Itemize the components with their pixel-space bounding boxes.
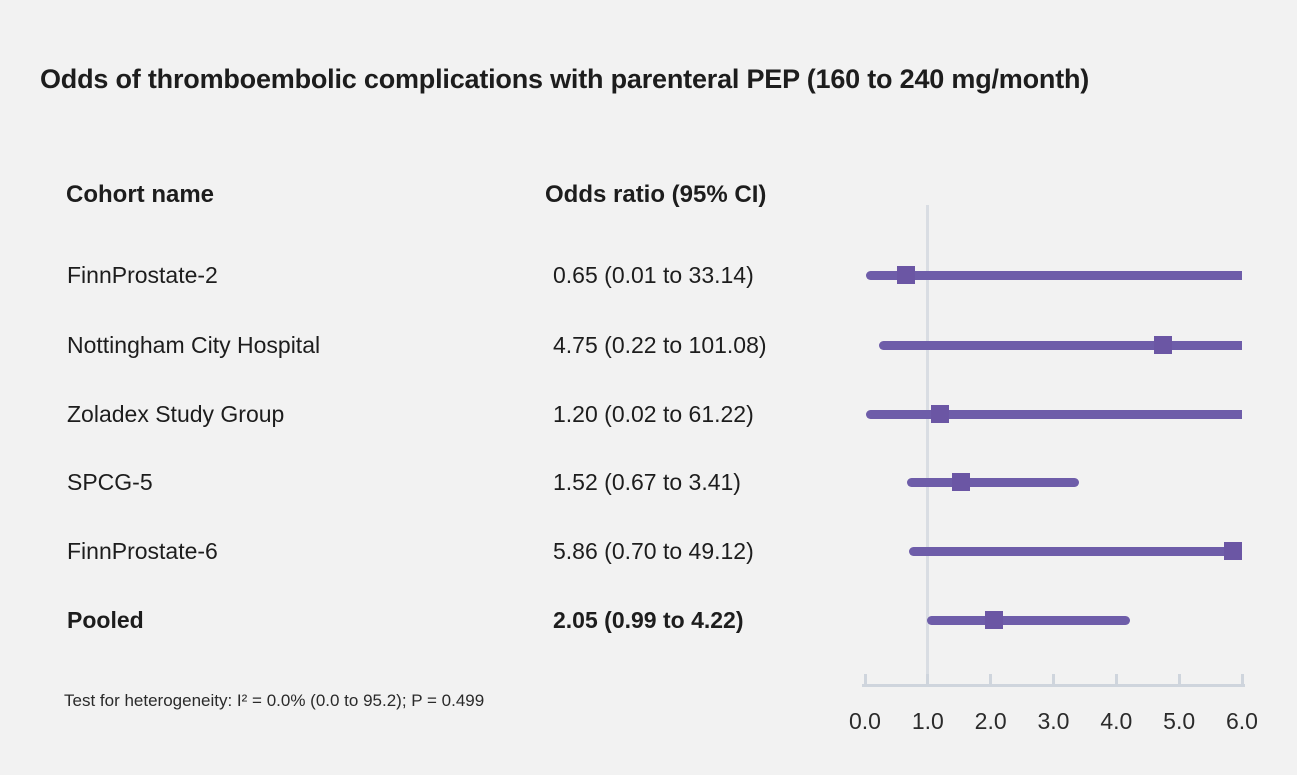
x-axis-tick-label: 1.0 <box>911 708 944 734</box>
odds-ratio-marker <box>1154 336 1173 354</box>
column-header-cohort: Cohort name <box>66 181 215 208</box>
confidence-interval-line <box>927 615 1131 625</box>
x-axis-tick-label: 4.0 <box>1100 708 1133 734</box>
x-axis-tick <box>1114 674 1118 685</box>
odds-ratio-marker <box>896 266 915 284</box>
x-axis-tick <box>926 674 930 685</box>
odds-ratio-value: 0.65 (0.01 to 33.14) <box>553 262 754 288</box>
column-header-odds-ratio: Odds ratio (95% CI) <box>545 181 767 208</box>
heterogeneity-footnote: Test for heterogeneity: I² = 0.0% (0.0 t… <box>64 691 485 710</box>
x-axis-tick-label: 2.0 <box>974 708 1007 734</box>
odds-ratio-value-pooled: 2.05 (0.99 to 4.22) <box>553 607 744 633</box>
cohort-name: Zoladex Study Group <box>67 401 285 427</box>
confidence-interval-line <box>907 477 1080 487</box>
x-axis-tick-label: 0.0 <box>849 708 881 734</box>
x-axis-tick <box>1177 674 1181 685</box>
x-axis-tick-label: 3.0 <box>1037 708 1070 734</box>
reference-line <box>926 205 930 687</box>
odds-ratio-marker <box>931 405 950 423</box>
chart-title: Odds of thromboembolic complications wit… <box>40 64 1090 94</box>
odds-ratio-marker <box>951 473 970 491</box>
x-axis-tick-label: 5.0 <box>1163 708 1196 734</box>
odds-ratio-value: 1.52 (0.67 to 3.41) <box>553 469 741 495</box>
cohort-name: Nottingham City Hospital <box>67 332 321 358</box>
x-axis-tick <box>989 674 993 685</box>
x-axis-tick <box>863 674 867 685</box>
x-axis-tick-label: 6.0 <box>1226 708 1258 734</box>
cohort-name: FinnProstate-2 <box>67 262 218 288</box>
cohort-name: SPCG-5 <box>67 469 153 495</box>
confidence-interval-line <box>866 409 1242 419</box>
odds-ratio-marker <box>1224 542 1243 560</box>
x-axis-line <box>862 684 1245 687</box>
pooled-odds-ratio-marker <box>984 611 1003 629</box>
confidence-interval-line <box>908 546 1242 556</box>
confidence-interval-line <box>865 270 1242 280</box>
confidence-interval-line <box>878 340 1242 350</box>
cohort-name: FinnProstate-6 <box>67 538 218 564</box>
cohort-name-pooled: Pooled <box>67 607 144 633</box>
x-axis-tick <box>1240 674 1244 685</box>
x-axis-tick <box>1052 674 1055 685</box>
odds-ratio-value: 1.20 (0.02 to 61.22) <box>553 401 754 427</box>
odds-ratio-value: 5.86 (0.70 to 49.12) <box>553 538 754 564</box>
odds-ratio-value: 4.75 (0.22 to 101.08) <box>553 332 767 358</box>
